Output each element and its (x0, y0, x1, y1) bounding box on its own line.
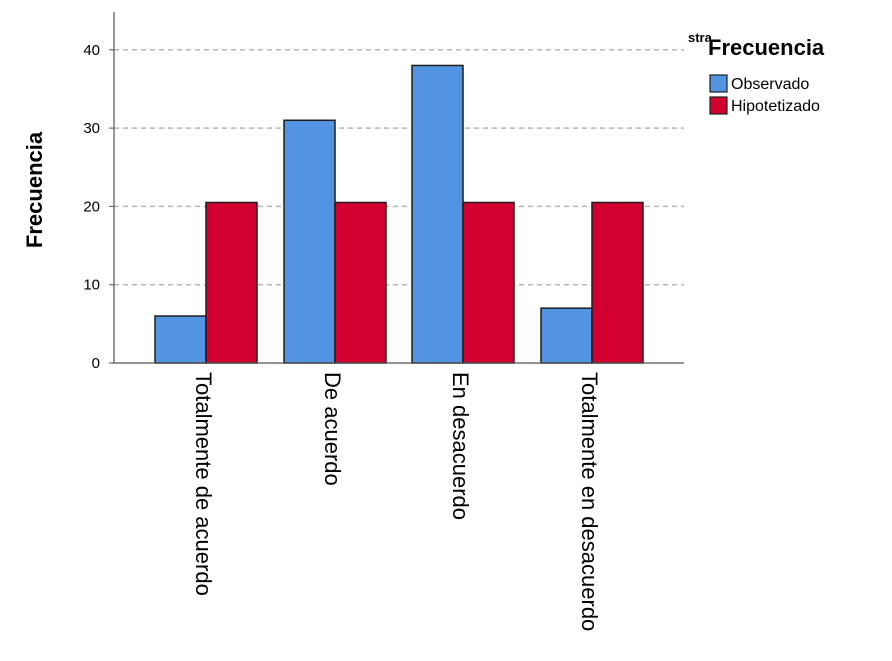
x-category-label: Totalmente en desacuerdo (577, 372, 602, 631)
bar-hipotetizado-4 (591, 201, 644, 364)
legend-swatch-hipotetizado (709, 96, 728, 115)
bar-observado-2 (283, 119, 336, 364)
bar-observado-3 (411, 64, 464, 364)
legend-overlap-text: stra (688, 30, 713, 45)
y-tick-label: 40 (83, 42, 100, 59)
y-tick-label: 0 (92, 355, 100, 372)
axes (112, 12, 684, 364)
x-category-label: Totalmente de acuerdo (191, 372, 216, 596)
legend-label-observado: Observado (731, 76, 809, 93)
y-tick-labels: 0 10 20 30 40 (83, 42, 114, 372)
legend-swatch-observado (709, 74, 728, 93)
y-tick-label: 20 (83, 198, 100, 215)
legend-label-hipotetizado: Hipotetizado (731, 98, 820, 115)
bar-observado-4 (540, 307, 593, 364)
legend: stra Frecuencia Observado Hipotetizado (688, 30, 825, 115)
x-category-label: De acuerdo (320, 372, 345, 486)
x-category-labels: Totalmente de acuerdo De acuerdo En desacu… (191, 372, 602, 631)
legend-title: Frecuencia (708, 35, 825, 60)
bar-hipotetizado-3 (462, 201, 515, 364)
bar-hipotetizado-2 (334, 201, 387, 364)
y-tick-label: 10 (83, 277, 100, 294)
x-category-label: En desacuerdo (448, 372, 473, 520)
legend-items: Observado Hipotetizado (709, 74, 820, 115)
bars (154, 64, 644, 364)
y-axis-title: Frecuencia (22, 131, 47, 248)
y-tick-label: 30 (83, 120, 100, 137)
bar-hipotetizado-1 (205, 201, 258, 364)
bar-observado-1 (154, 315, 207, 364)
